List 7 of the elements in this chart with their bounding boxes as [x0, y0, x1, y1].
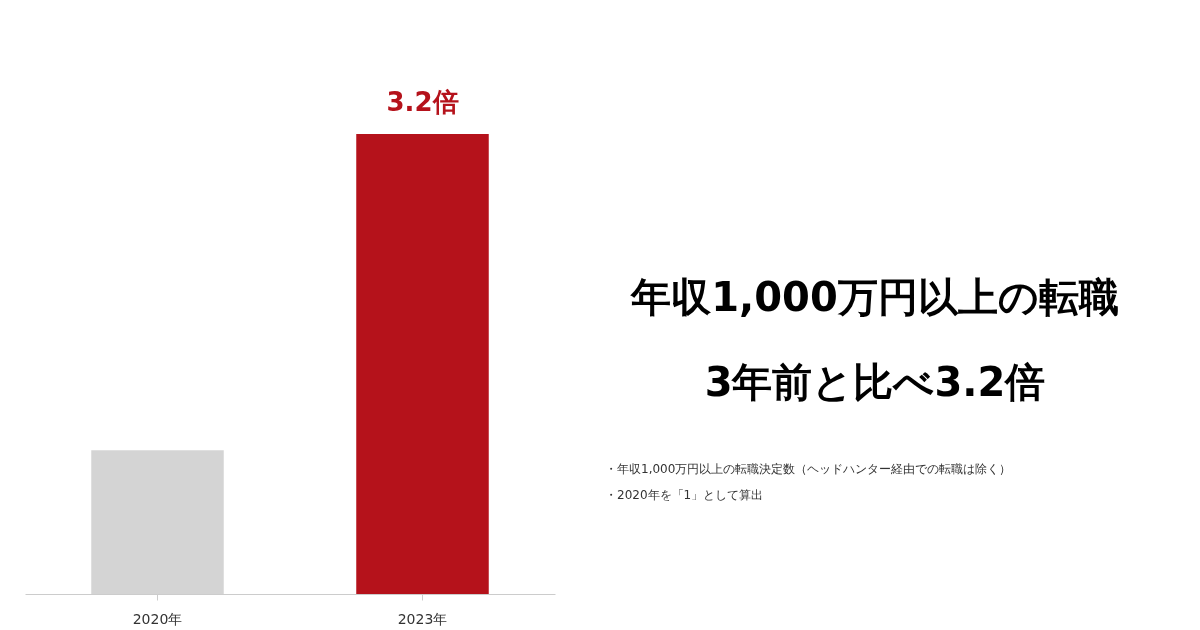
text: 3年前と比べ3.2倍: [704, 359, 1046, 405]
text: 年収1,000万円以上の転職: [630, 274, 1119, 320]
x-tick-label: 2023年: [397, 610, 448, 627]
text: ・2020年を「1」として算出: [605, 488, 764, 502]
text: ・年収1,000万円以上の転職決定数（ヘッドハンター経由での転職は除く）: [605, 462, 1012, 476]
data-label: 3.2倍: [386, 87, 459, 117]
x-tick-label: 2020年: [132, 610, 183, 627]
